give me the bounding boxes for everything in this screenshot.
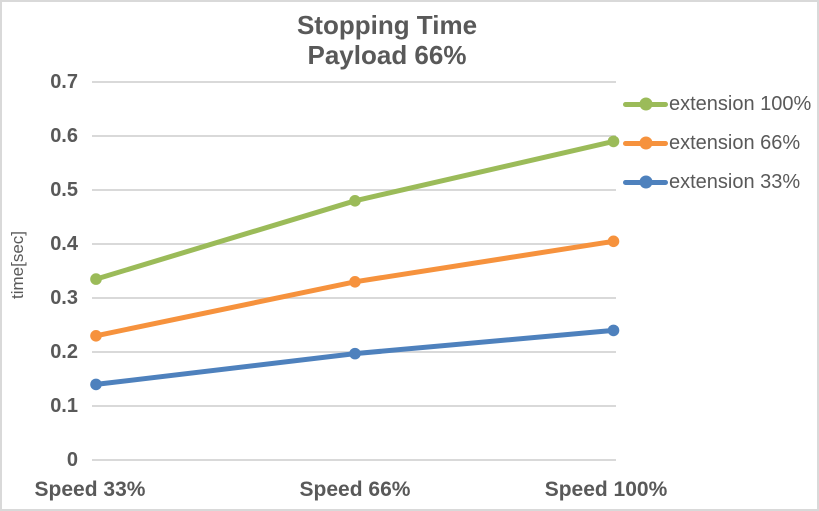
series-extension-66[interactable]	[90, 235, 620, 342]
chart-title: Stopping Time Payload 66%	[2, 10, 772, 70]
y-tick-0.5: 0.5	[50, 179, 78, 201]
y-tick-0.7: 0.7	[50, 71, 78, 93]
legend-label: extension 66%	[669, 132, 801, 154]
legend-item-extension-66[interactable]: extension 66%	[623, 130, 800, 156]
x-tick-speed-100: Speed 100%	[544, 478, 668, 501]
legend-item-extension-33[interactable]: extension 33%	[623, 169, 800, 195]
series-extension-100[interactable]	[90, 135, 620, 285]
y-tick-0.1: 0.1	[50, 395, 78, 417]
y-tick-0: 0	[66, 449, 78, 471]
x-tick-speed-33: Speed 33%	[34, 478, 146, 501]
legend-marker-extension-33-icon	[623, 175, 668, 189]
y-tick-0.3: 0.3	[50, 287, 78, 309]
legend-marker-extension-66-icon	[623, 136, 668, 150]
legend-label: extension 33%	[669, 171, 801, 193]
y-tick-0.2: 0.2	[50, 341, 78, 363]
legend-item-extension-100[interactable]: extension 100%	[623, 91, 811, 117]
x-tick-speed-66: Speed 66%	[299, 478, 411, 501]
chart-title-line2: Payload 66%	[307, 40, 467, 70]
chart-title-line1: Stopping Time	[296, 10, 478, 40]
y-tick-0.6: 0.6	[50, 125, 78, 147]
y-tick-0.4: 0.4	[50, 233, 78, 255]
gridlines	[92, 81, 616, 461]
series-extension-33[interactable]	[90, 324, 620, 391]
legend-label: extension 100%	[669, 93, 812, 115]
legend-marker-extension-100-icon	[623, 97, 668, 111]
